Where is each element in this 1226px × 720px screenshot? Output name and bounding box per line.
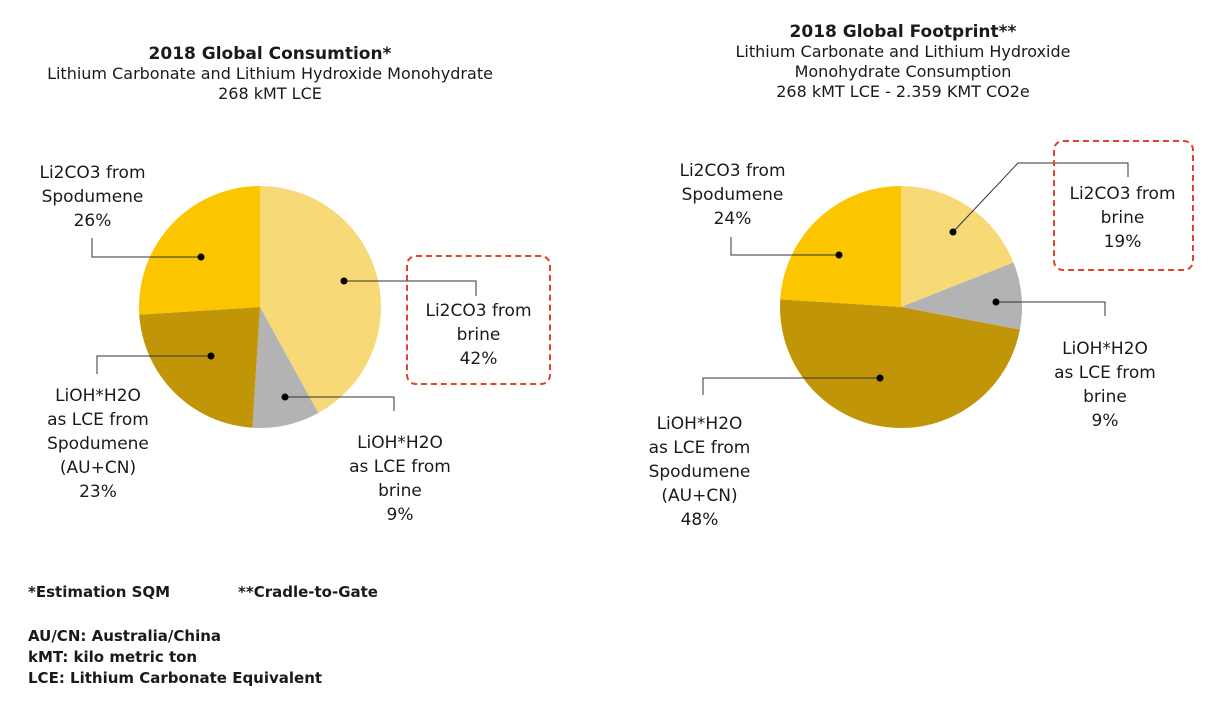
- chart-2-dot-brine: [949, 228, 957, 236]
- chart-1-dot-li2co3-spodumene: [197, 253, 205, 261]
- chart-2-slice-lioh-brine: [901, 262, 1022, 330]
- chart-1-title: 2018 Global Consumtion*: [148, 44, 392, 64]
- footnote-lce: LCE: Lithium Carbonate Equivalent: [28, 669, 323, 687]
- chart-1-slice-li2co3-spodumene: [139, 186, 260, 315]
- chart-2-subtitle-1: Lithium Carbonate and Lithium Hydroxide: [735, 42, 1071, 61]
- chart-2-label-brine: Li2CO3 from brine 19%: [1069, 184, 1176, 252]
- chart-2-title: 2018 Global Footprint**: [789, 22, 1017, 42]
- chart-1-leader-brine: [344, 280, 477, 296]
- footnote-kmt: kMT: kilo metric ton: [28, 648, 198, 666]
- chart-1-title-block: 2018 Global Consumtion* Lithium Carbonat…: [20, 44, 520, 104]
- chart-1-leader-lioh-brine: [285, 396, 395, 411]
- chart-2-dot-lioh-spodumene: [876, 374, 884, 382]
- chart-2-highlight-box: [1053, 140, 1194, 271]
- chart-2-slice-lioh-spodumene: [780, 299, 1020, 428]
- footnote-au-cn: AU/CN: Australia/China: [28, 627, 222, 645]
- chart-1-label-lioh-brine: LiOH*H2O as LCE from brine 9%: [349, 433, 451, 525]
- chart-2-subtitle-2: Monohydrate Consumption: [794, 62, 1012, 81]
- chart-1-subtitle-2: 268 kMT LCE: [218, 84, 322, 103]
- chart-2-subtitle-3: 268 kMT LCE - 2.359 KMT CO2e: [776, 82, 1030, 101]
- chart-2-label-lioh-spodumene: LiOH*H2O as LCE from Spodumene (AU+CN) 48%: [648, 414, 751, 530]
- chart-2-title-block: 2018 Global Footprint** Lithium Carbonat…: [700, 22, 1106, 102]
- chart-2-leader-lioh-brine: [996, 301, 1106, 316]
- chart-2-leader-brine: [952, 162, 1129, 233]
- chart-1-highlight-box: [406, 255, 551, 385]
- chart-1-label-brine: Li2CO3 from brine 42%: [425, 301, 532, 369]
- chart-2-leader-lioh-spodumene: [702, 377, 880, 395]
- chart-2-slice-brine: [901, 186, 1014, 307]
- chart-2-slice-li2co3-spodumene: [780, 186, 901, 307]
- chart-2-leader-li2co3-spodumene: [730, 237, 839, 256]
- chart-1-label-lioh-spodumene: LiOH*H2O as LCE from Spodumene (AU+CN) 23%: [47, 386, 149, 502]
- chart-1-leader-lioh-spodumene: [96, 355, 211, 374]
- footnote-cradle: **Cradle-to-Gate: [238, 583, 378, 601]
- chart-1-dot-lioh-spodumene: [207, 352, 215, 360]
- chart-1-slice-lioh-spodumene: [139, 307, 260, 428]
- chart-1-leader-li2co3-spodumene: [91, 238, 201, 258]
- chart-2-label-li2co3-spodumene: Li2CO3 from Spodumene 24%: [679, 161, 786, 229]
- chart-1-slice-lioh-brine: [252, 307, 319, 428]
- footnote-estimation: *Estimation SQM: [28, 583, 171, 601]
- chart-1-label-li2co3-spodumene: Li2CO3 from Spodumene 26%: [39, 163, 146, 231]
- chart-1-dot-brine: [340, 277, 348, 285]
- chart-1-slice-brine: [260, 186, 381, 414]
- chart-2-dot-li2co3-spodumene: [835, 251, 843, 259]
- chart-2-label-lioh-brine: LiOH*H2O as LCE from brine 9%: [1054, 339, 1156, 431]
- footnote-abbreviations: AU/CN: Australia/China kMT: kilo metric …: [28, 626, 322, 689]
- chart-2-dot-lioh-brine: [992, 298, 1000, 306]
- chart-1-dot-lioh-brine: [281, 393, 289, 401]
- chart-1-subtitle-1: Lithium Carbonate and Lithium Hydroxide …: [47, 64, 493, 83]
